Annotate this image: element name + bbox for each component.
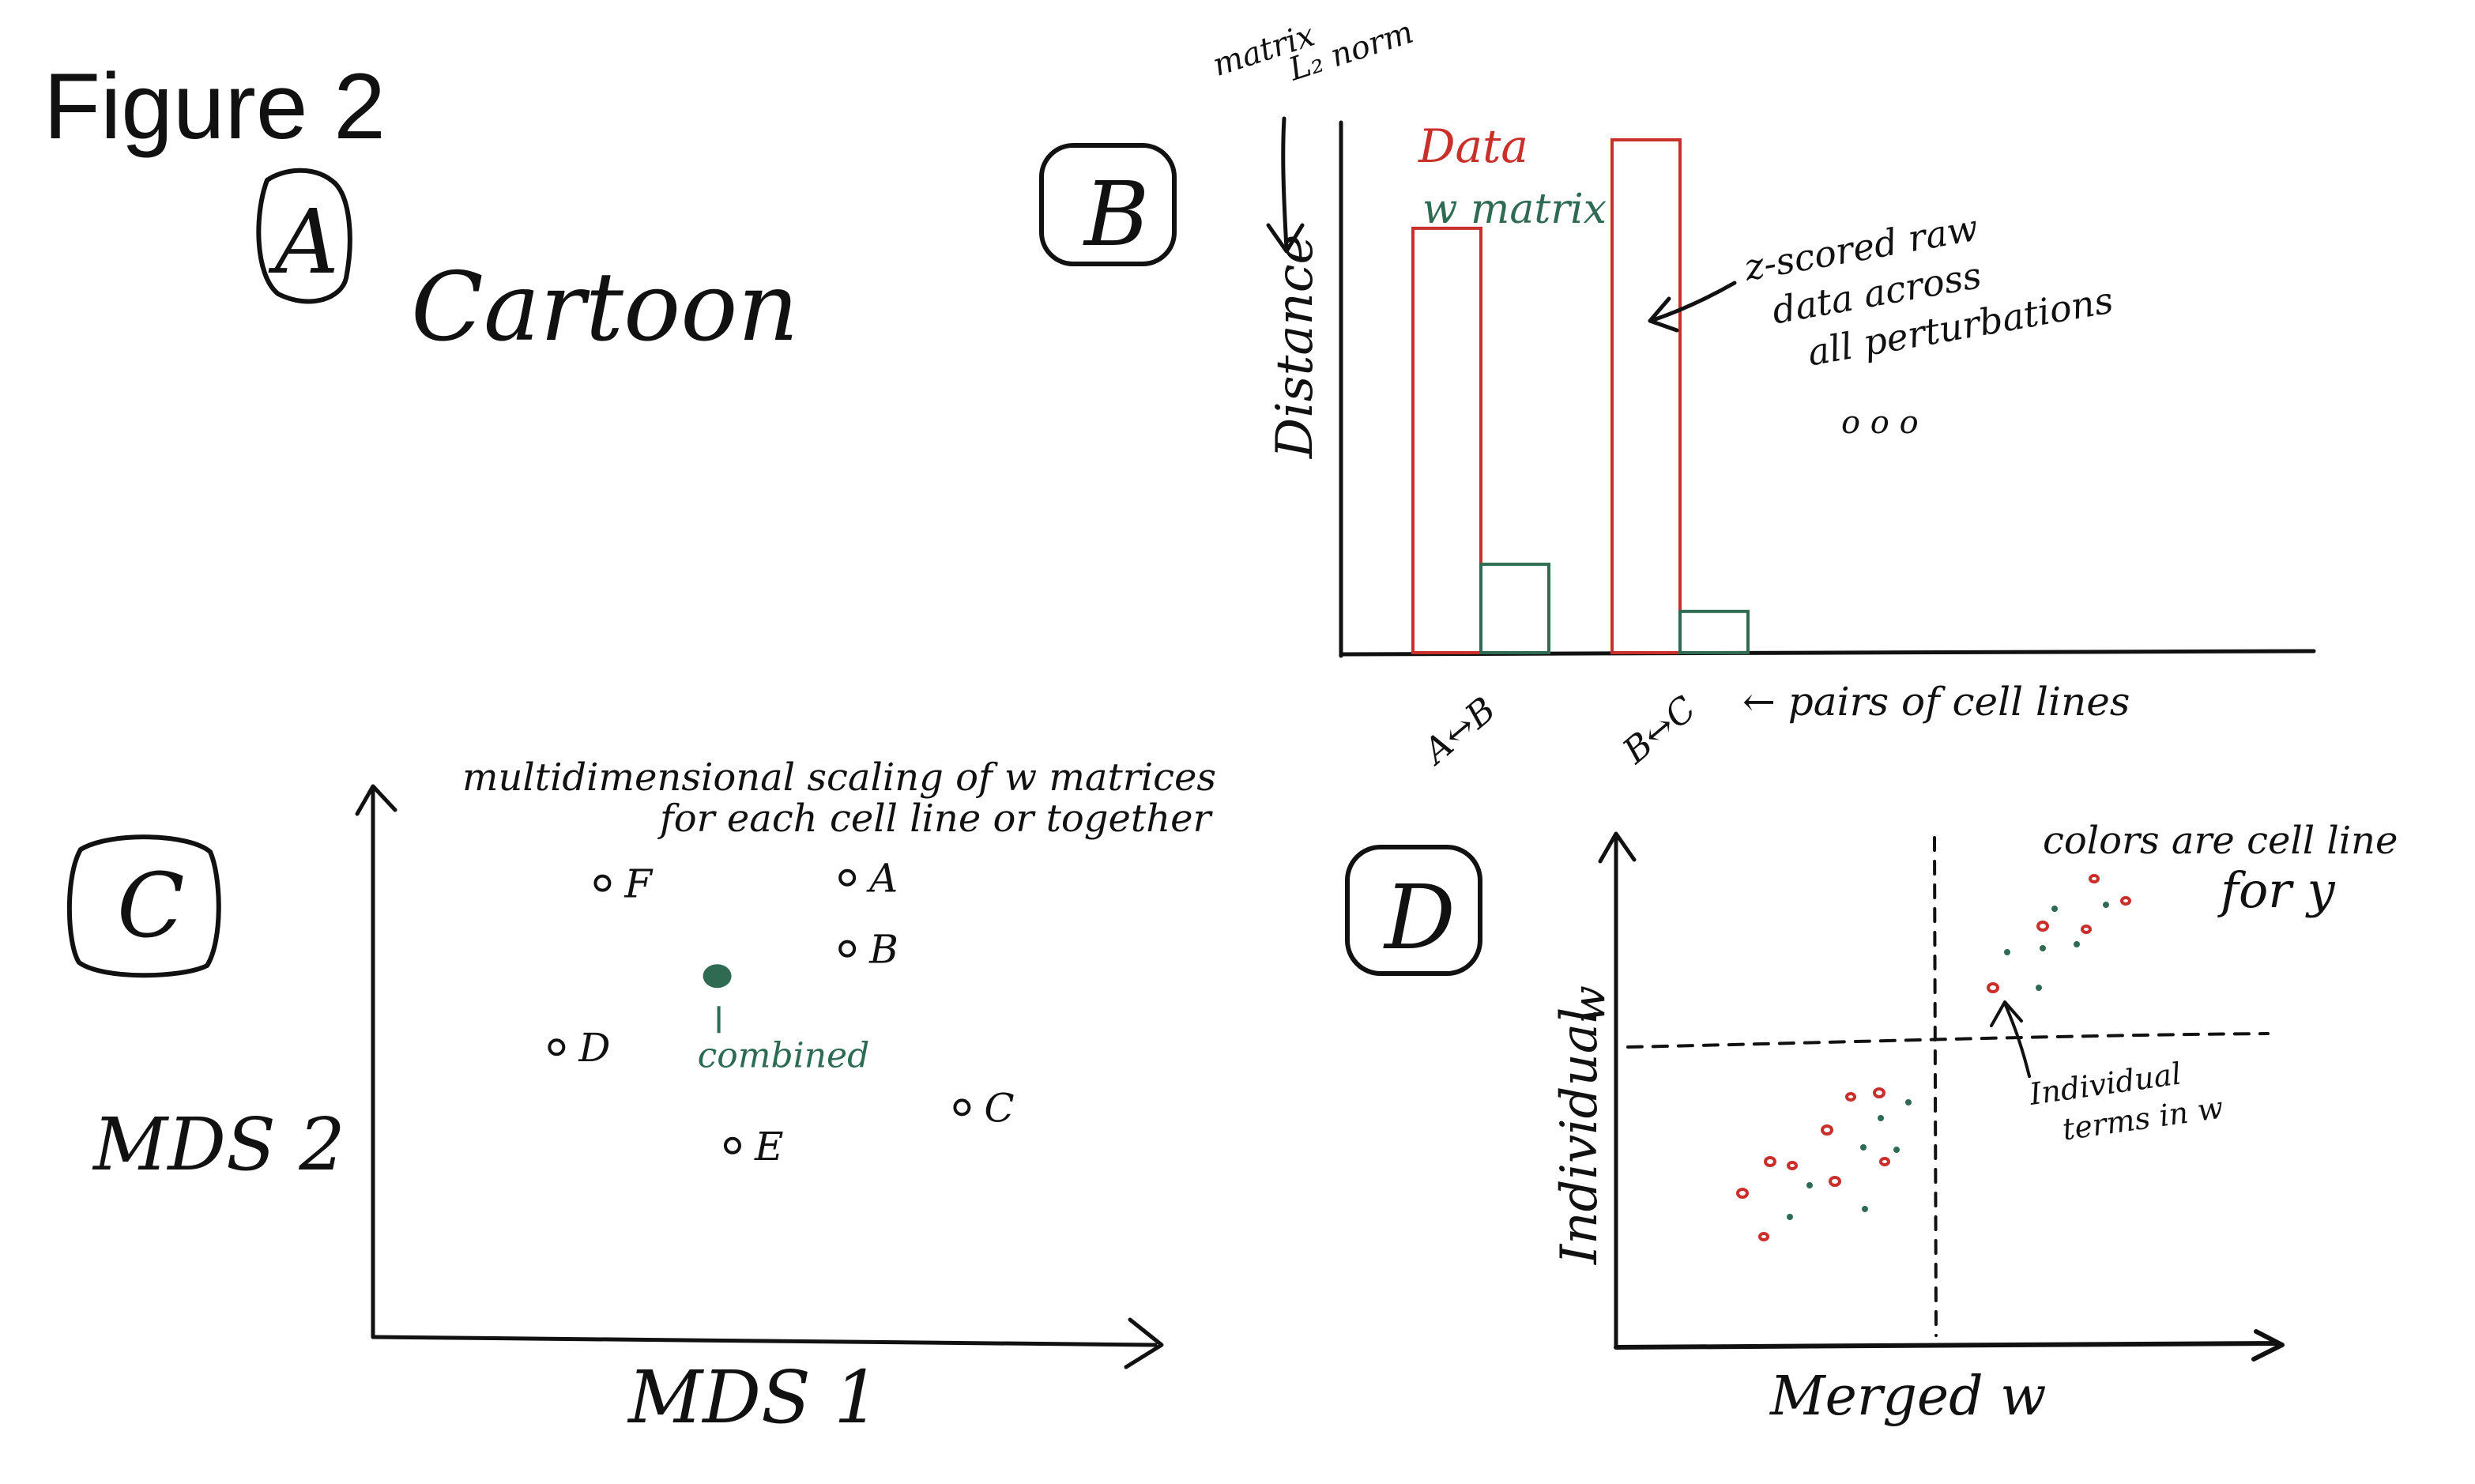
- mds-point-c: [953, 1098, 971, 1117]
- panel-b-norm-arrow: [1266, 116, 1305, 254]
- bar-data-0: [1411, 226, 1482, 654]
- d-point: [1787, 1161, 1798, 1170]
- bar-data-1: [1610, 137, 1682, 655]
- panel-b-ellipsis: o o o: [1841, 405, 1919, 441]
- panel-c-label: C: [117, 855, 185, 958]
- d-point: [2036, 985, 2042, 991]
- mds-label-b: B: [868, 927, 898, 973]
- panel-d-label-box: [1345, 845, 1482, 976]
- panel-c: C multidimensional scaling of w matrices…: [66, 755, 1216, 1440]
- panel-b-legend-data: Data: [1418, 119, 1528, 173]
- mds-label-e: E: [754, 1124, 784, 1169]
- bar-w-matrix-0: [1479, 563, 1550, 654]
- panel-d-callout-arrow: [1990, 1000, 2031, 1078]
- mds-label-a: A: [866, 856, 898, 902]
- panel-d-note-line1: colors are cell line: [2043, 819, 2398, 863]
- panel-b-label: B: [1083, 164, 1149, 266]
- mds-label-combined: combined: [698, 1035, 870, 1075]
- d-point: [1987, 982, 1999, 993]
- panel-b-tick-label: A↔B: [1414, 689, 1503, 774]
- panel-d-dashed-vertical: [1933, 836, 1938, 1337]
- panel-b-bars: [1411, 137, 1750, 655]
- d-point: [1787, 1214, 1793, 1220]
- d-point: [1806, 1182, 1813, 1188]
- d-point: [2089, 874, 2100, 883]
- figure-title: Figure 2: [43, 55, 386, 159]
- mds-point-a: [838, 868, 857, 887]
- panel-c-x-axis-label: MDS 1: [627, 1355, 880, 1440]
- panel-d-label: D: [1383, 867, 1456, 970]
- d-point: [2036, 921, 2049, 932]
- d-point: [1821, 1124, 1833, 1136]
- d-point: [1736, 1188, 1749, 1199]
- d-point: [2081, 925, 2092, 934]
- mds-point-d: [548, 1038, 566, 1057]
- d-point: [2120, 896, 2131, 906]
- panel-c-label-box: [66, 834, 221, 978]
- d-point: [1758, 1232, 1769, 1241]
- d-point: [1873, 1087, 1885, 1098]
- panel-d: D w Individual Merged w colors are cell …: [1345, 819, 2398, 1428]
- d-point: [2040, 945, 2046, 951]
- panel-b-tick-label: B↔C: [1615, 688, 1704, 772]
- panel-d-y-axis-label: Individual: [1550, 1008, 1609, 1265]
- d-point: [2074, 941, 2080, 947]
- panel-b-y-axis-label: Distance: [1266, 235, 1324, 459]
- d-point: [1879, 1157, 1890, 1166]
- mds-point-b: [838, 940, 857, 958]
- mds-point-combined: [703, 964, 732, 989]
- d-point: [1862, 1206, 1868, 1212]
- panel-a: A Cartoon: [256, 168, 799, 363]
- panel-d-x-axis-label: Merged w: [1769, 1365, 2047, 1428]
- panel-d-y-axis: [1598, 831, 1637, 1350]
- panel-b-tick-labels: A↔B B↔C: [1414, 688, 1704, 774]
- d-point: [1893, 1147, 1900, 1153]
- mds-point-e: [723, 1136, 741, 1154]
- panel-d-x-axis: [1614, 1329, 2285, 1362]
- panel-a-label: A: [268, 191, 339, 294]
- d-point: [2103, 902, 2109, 908]
- panel-d-y-value-label: w: [1564, 985, 1615, 1023]
- mds-label-d: D: [578, 1025, 610, 1071]
- panel-a-title: Cartoon: [411, 253, 799, 363]
- d-point: [2051, 906, 2058, 912]
- panel-c-y-axis-label: MDS 2: [92, 1102, 345, 1187]
- d-point: [1860, 1144, 1867, 1151]
- d-point: [1764, 1156, 1776, 1167]
- panel-d-points: [1736, 874, 2131, 1241]
- panel-c-y-axis: [355, 784, 397, 1339]
- mds-label-f: F: [623, 861, 654, 907]
- d-point: [1878, 1115, 1884, 1121]
- panel-a-label-box: [256, 168, 352, 304]
- panel-b: B matrix L₂ norm Distance A↔B B↔C Data w …: [1039, 14, 2316, 774]
- mds-label-c: C: [984, 1085, 1014, 1131]
- mds-point-f: [593, 874, 612, 892]
- panel-c-title-line1: multidimensional scaling of w matrices: [462, 755, 1216, 800]
- d-point: [1829, 1176, 1841, 1187]
- panel-b-x-axis-note: ← pairs of cell lines: [1742, 679, 2130, 725]
- panel-c-title-line2: for each cell line or together: [657, 797, 1214, 841]
- panel-b-legend-w-matrix: w matrix: [1422, 186, 1607, 233]
- panel-b-annotation-arrow: [1648, 281, 1737, 333]
- panel-c-x-axis: [371, 1317, 1164, 1369]
- d-point: [2004, 949, 2010, 955]
- bar-w-matrix-1: [1678, 609, 1750, 655]
- panel-d-dashed-horizontal: [1626, 1032, 2270, 1049]
- panel-d-note-line2: for y: [2217, 861, 2336, 919]
- d-point: [1905, 1099, 1912, 1105]
- panel-b-label-box: [1039, 143, 1177, 266]
- d-point: [1845, 1092, 1856, 1102]
